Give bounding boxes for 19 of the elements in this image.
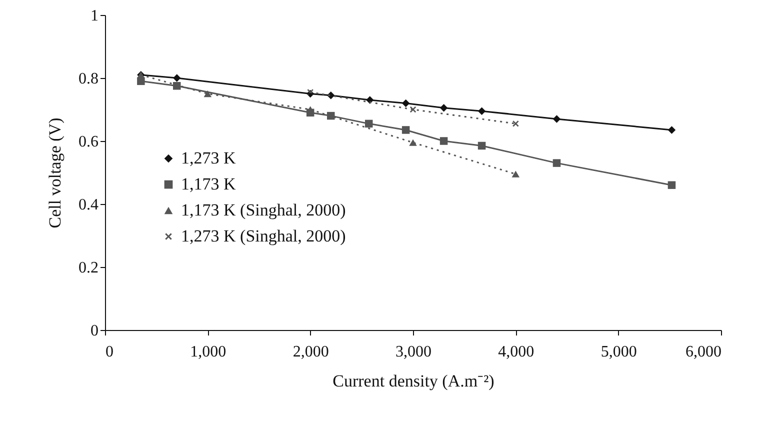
- legend-label: 1,173 K (Singhal, 2000): [181, 200, 346, 220]
- x-axis-title: Current density (A.m⁻²): [332, 372, 494, 390]
- y-tick-label: 0.6: [78, 134, 98, 150]
- x-tick-label: 3,000: [396, 344, 432, 360]
- y-axis-title: Cell voltage (V): [46, 118, 64, 228]
- x-tick-label: 1,000: [190, 344, 226, 360]
- y-tick-label: 0.8: [78, 70, 98, 88]
- legend-label: 1,173 K: [181, 174, 236, 194]
- x-tick-label: 6,000: [686, 344, 722, 360]
- legend-label: 1,273 K (Singhal, 2000): [181, 226, 346, 246]
- x-tick-label: 0: [106, 344, 114, 360]
- legend-label: 1,273 K: [181, 148, 236, 168]
- x-tick-label: 4,000: [498, 344, 534, 360]
- y-tick-label: 0: [90, 322, 98, 340]
- y-tick-label: 0.4: [78, 196, 98, 214]
- y-tick-label: 0.2: [78, 260, 98, 276]
- x-tick-label: 5,000: [600, 344, 637, 360]
- y-tick-label: 1: [90, 8, 98, 24]
- x-tick-label: 2,000: [292, 344, 329, 360]
